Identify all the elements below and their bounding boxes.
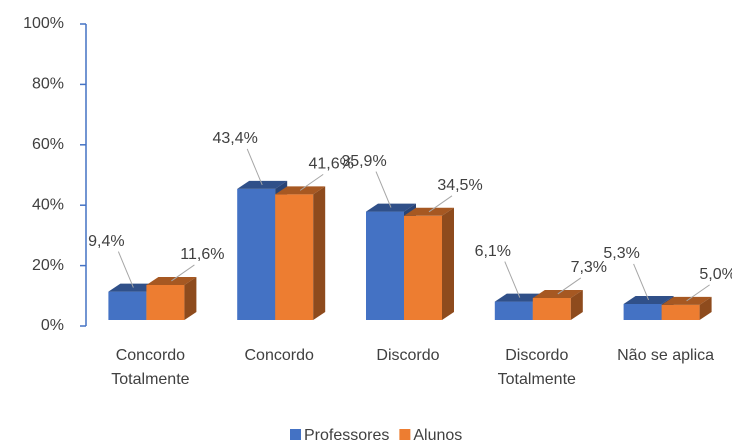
leader-line xyxy=(504,261,521,298)
leader-line xyxy=(686,284,710,302)
data-label: 43,4% xyxy=(213,130,258,147)
data-label: 9,4% xyxy=(88,233,124,250)
bar-front xyxy=(108,291,147,320)
y-tick-label: 40% xyxy=(32,196,64,213)
bar-front xyxy=(494,301,533,320)
y-tick-label: 80% xyxy=(32,76,64,93)
y-tick-label: 20% xyxy=(32,257,64,274)
data-label: 35,9% xyxy=(341,153,386,170)
bar-front xyxy=(661,304,700,320)
bar-front xyxy=(404,215,442,320)
data-label: 11,6% xyxy=(180,246,224,263)
leader-line xyxy=(246,148,263,186)
x-tick-label: Discordo Totalmente xyxy=(498,347,576,388)
legend-swatch xyxy=(290,429,301,440)
legend-swatch xyxy=(399,429,411,440)
x-tick-line: Concordo xyxy=(116,347,185,364)
leader-line xyxy=(171,264,195,282)
bar-side xyxy=(570,289,583,320)
leader-line xyxy=(557,277,582,295)
bar-front xyxy=(275,194,314,320)
bar-front xyxy=(146,284,185,320)
bar-side xyxy=(699,296,712,320)
data-label: 6,1% xyxy=(475,243,511,260)
data-label: 41,6% xyxy=(309,156,354,173)
bar-front xyxy=(623,303,662,320)
bar-front xyxy=(532,297,571,320)
leader-line xyxy=(633,263,650,301)
legend-label: Professores xyxy=(304,427,389,443)
bar-front xyxy=(237,188,276,320)
x-tick-label: Concordo Totalmente xyxy=(111,347,189,388)
bar xyxy=(146,276,197,320)
bar xyxy=(404,207,454,320)
leader-line xyxy=(299,173,324,191)
bar-front xyxy=(366,211,404,320)
x-tick-line: Totalmente xyxy=(111,371,189,388)
leader-line xyxy=(428,195,453,213)
leader-line xyxy=(375,171,392,208)
bar-side xyxy=(313,186,326,320)
x-tick-line: Totalmente xyxy=(498,371,576,388)
bar xyxy=(275,186,326,320)
y-tick-label: 0% xyxy=(41,317,64,334)
y-tick-label: 60% xyxy=(32,136,64,153)
data-label: 34,5% xyxy=(437,177,482,194)
bar xyxy=(532,289,583,320)
legend-label: Alunos xyxy=(413,427,462,443)
data-label: 5,0% xyxy=(699,266,732,283)
bar-side xyxy=(184,276,197,320)
x-tick-label: Discordo xyxy=(376,347,439,364)
y-tick-label: 100% xyxy=(23,15,64,32)
data-label: 7,3% xyxy=(571,259,607,276)
x-tick-label: Não se aplica xyxy=(617,347,714,364)
x-tick-label: Concordo xyxy=(245,347,314,364)
leader-line xyxy=(117,251,134,288)
x-tick-line: Discordo xyxy=(505,347,568,364)
bar-side xyxy=(442,207,454,320)
data-label: 5,3% xyxy=(603,245,639,262)
